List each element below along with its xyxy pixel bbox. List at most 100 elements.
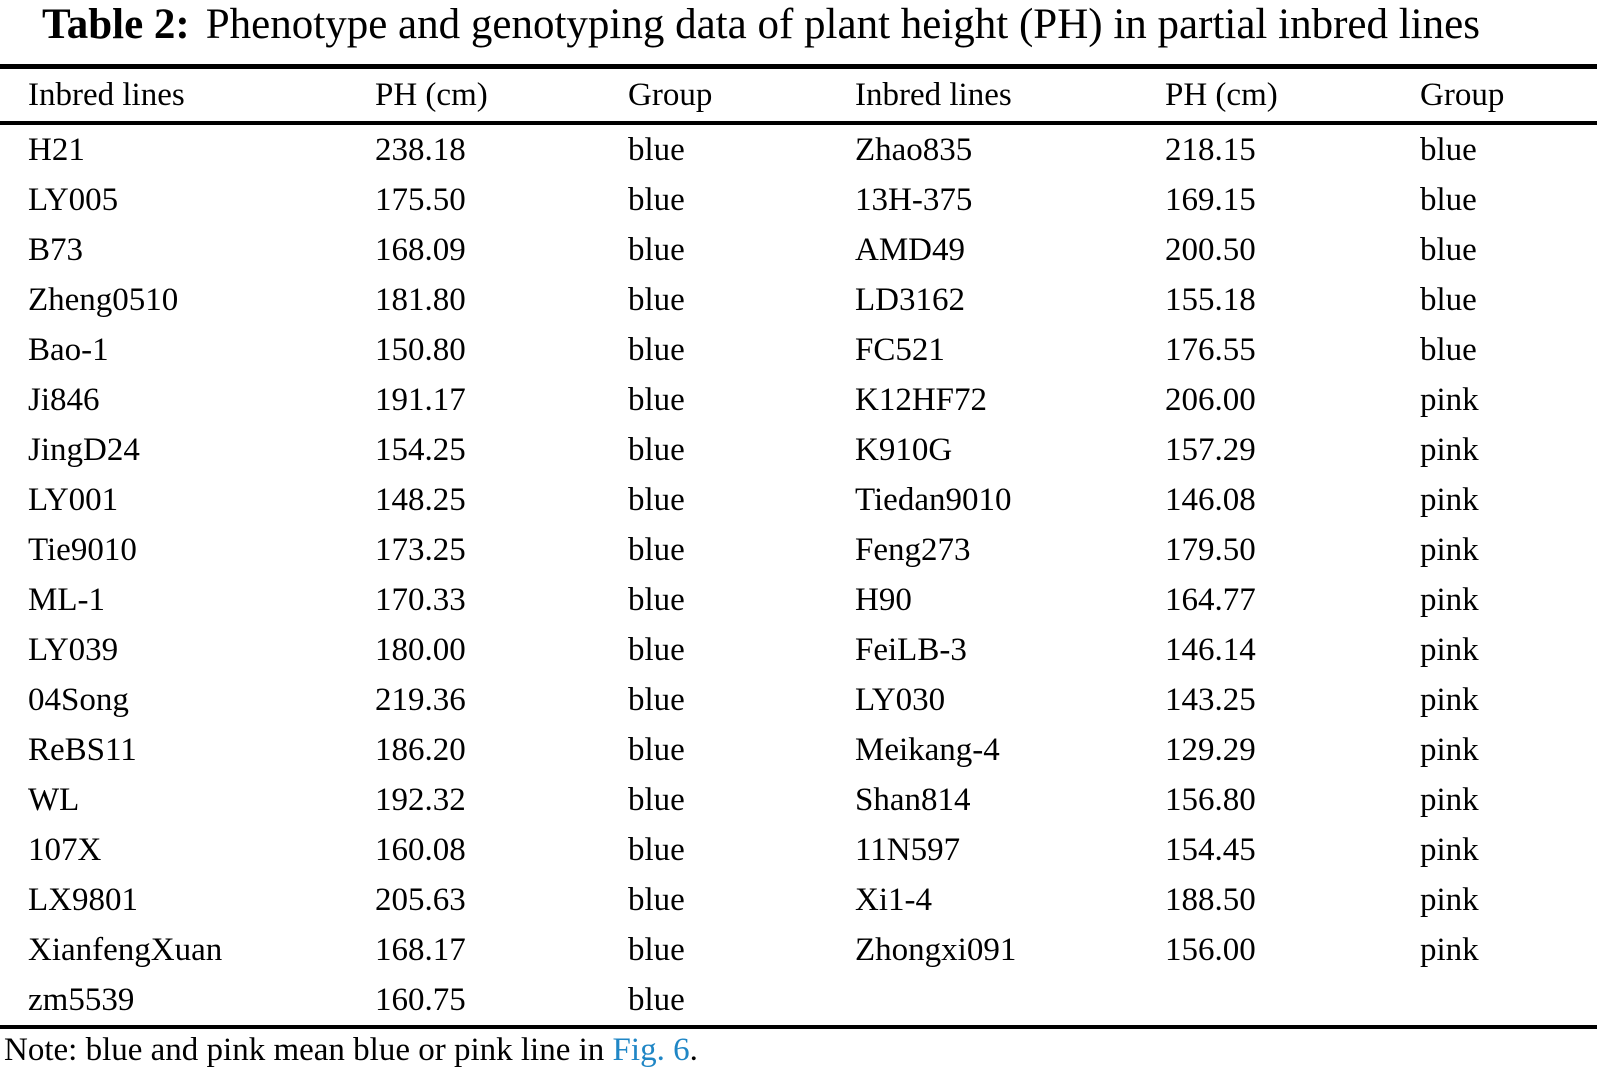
group-cell: blue [628,631,685,668]
ph-cell: 154.45 [1165,831,1256,868]
ph-cell: 205.63 [375,881,466,918]
inbred-line-cell: AMD49 [855,231,966,268]
table-row: LX9801 205.63 blue Xi1-4 188.50 pink [0,875,1597,925]
inbred-line-cell: JingD24 [28,431,140,468]
table-row: XianfengXuan 168.17 blue Zhongxi091 156.00 pi… [0,925,1597,975]
inbred-line-cell: H21 [28,131,85,168]
inbred-line-cell: Tiedan9010 [855,481,1012,518]
group-cell: blue [628,381,685,418]
group-cell [1420,975,1597,1027]
ph-cell [1165,975,1420,1027]
inbred-line-cell: Zheng0510 [28,281,179,318]
ph-cell: 238.18 [375,131,466,168]
table-row: H21 238.18 blue Zhao835 218.15 blue [0,123,1597,175]
table-row: LY039 180.00 blue FeiLB-3 146.14 pink [0,625,1597,675]
inbred-line-cell: FeiLB-3 [855,631,967,668]
note-prefix: Note: blue and pink mean blue or pink li… [4,1032,613,1068]
group-cell: blue [628,281,685,318]
ph-cell: 179.50 [1165,531,1256,568]
inbred-line-cell: H90 [855,581,912,618]
inbred-line-cell: B73 [28,231,84,268]
group-cell: blue [1420,231,1477,268]
group-cell: pink [1420,781,1479,818]
plant-height-table: Inbred lines PH (cm) Group Inbred lines … [0,64,1597,1029]
table-caption-text: Phenotype and genotyping data of plant h… [205,1,1480,48]
inbred-line-cell: LY039 [28,631,119,668]
group-cell: pink [1420,381,1479,418]
header-group-left: Group [628,66,855,125]
group-cell: pink [1420,931,1479,968]
header-inbred-lines-right: Inbred lines [855,66,1165,125]
ph-cell: 168.17 [375,931,466,968]
inbred-line-cell: Tie9010 [28,531,137,568]
ph-cell: 169.15 [1165,181,1256,218]
table-row: LY005 175.50 blue 13H-375 169.15 blue [0,175,1597,225]
ph-cell: 146.14 [1165,631,1256,668]
ph-cell: 180.00 [375,631,466,668]
inbred-line-cell: 11N597 [855,831,961,868]
inbred-line-cell: LY001 [28,481,119,518]
group-cell: blue [628,481,685,518]
inbred-line-cell: Xi1-4 [855,881,932,918]
group-cell: blue [628,981,685,1018]
group-cell: blue [628,531,685,568]
ph-cell: 176.55 [1165,331,1256,368]
ph-cell: 154.25 [375,431,466,468]
table-row: LY001 148.25 blue Tiedan9010 146.08 pink [0,475,1597,525]
ph-cell: 157.29 [1165,431,1256,468]
inbred-line-cell: zm5539 [28,981,135,1018]
inbred-line-cell: 13H-375 [855,181,973,218]
header-row: Inbred lines PH (cm) Group Inbred lines … [0,66,1597,125]
inbred-line-cell: Ji846 [28,381,100,418]
group-cell: blue [628,681,685,718]
header-inbred-lines-left: Inbred lines [0,66,375,125]
group-cell: pink [1420,481,1479,518]
inbred-line-cell: K12HF72 [855,381,988,418]
group-cell: blue [628,331,685,368]
inbred-line-cell: XianfengXuan [28,931,223,968]
header-ph-left: PH (cm) [375,66,628,125]
inbred-line-cell: ReBS11 [28,731,137,768]
inbred-line-cell: 107X [28,831,102,868]
table-body: H21 238.18 blue Zhao835 218.15 blue LY005 175.5… [0,123,1597,1027]
note-suffix: . [689,1032,698,1068]
ph-cell: 191.17 [375,381,466,418]
group-cell: blue [628,131,685,168]
table-row: Tie9010 173.25 blue Feng273 179.50 pink [0,525,1597,575]
group-cell: pink [1420,431,1479,468]
group-cell: blue [628,831,685,868]
ph-cell: 186.20 [375,731,466,768]
group-cell: blue [1420,331,1477,368]
group-cell: pink [1420,831,1479,868]
ph-cell: 206.00 [1165,381,1256,418]
ph-cell: 175.50 [375,181,466,218]
ph-cell: 129.29 [1165,731,1256,768]
ph-cell: 168.09 [375,231,466,268]
group-cell: blue [628,881,685,918]
inbred-line-cell: Feng273 [855,531,971,568]
ph-cell: 192.32 [375,781,466,818]
fig6-link[interactable]: Fig. 6 [612,1032,690,1068]
group-cell: blue [1420,131,1477,168]
group-cell: blue [628,731,685,768]
group-cell: blue [628,181,685,218]
table-row: 04Song 219.36 blue LY030 143.25 pink [0,675,1597,725]
group-cell: pink [1420,581,1479,618]
inbred-line-cell: LD3162 [855,281,965,318]
ph-cell: 160.08 [375,831,466,868]
inbred-line-cell: LX9801 [28,881,138,918]
group-cell: pink [1420,531,1479,568]
ph-cell: 156.80 [1165,781,1256,818]
table-row: ML-1 170.33 blue H90 164.77 pink [0,575,1597,625]
group-cell: pink [1420,731,1479,768]
inbred-line-cell: LY005 [28,181,119,218]
ph-cell: 148.25 [375,481,466,518]
inbred-line-cell: LY030 [855,681,946,718]
ph-cell: 173.25 [375,531,466,568]
ph-cell: 219.36 [375,681,466,718]
table-row: JingD24 154.25 blue K910G 157.29 pink [0,425,1597,475]
inbred-line-cell: Bao-1 [28,331,109,368]
ph-cell: 188.50 [1165,881,1256,918]
inbred-line-cell: ML-1 [28,581,105,618]
